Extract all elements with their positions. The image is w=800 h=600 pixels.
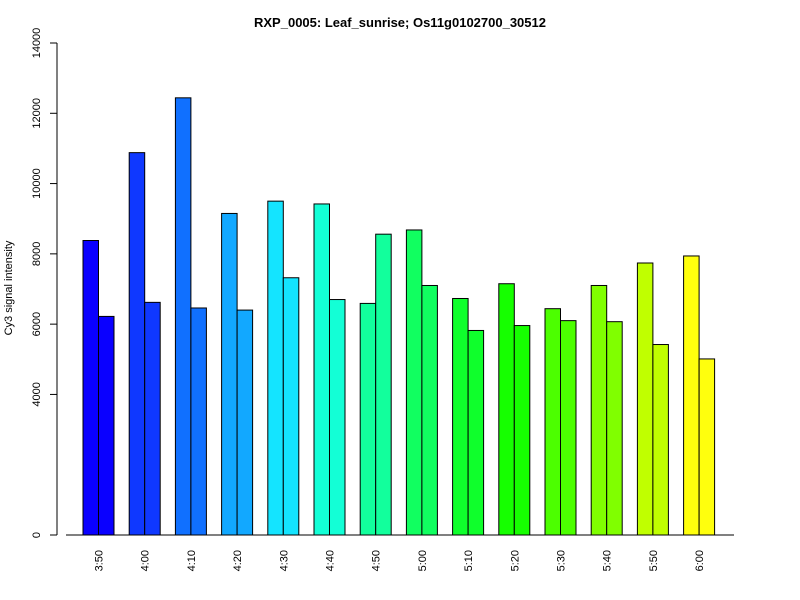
x-tick-label: 5:50 [648,550,660,571]
bar-510-s2 [467,329,485,536]
x-tick-label: 4:10 [186,550,198,571]
x-tick-label: 4:20 [232,550,244,571]
bar-350-s1 [82,240,99,536]
y-tick-label: 4000 [31,382,43,406]
bar-530-s2 [560,320,577,536]
bar-540-s2 [606,321,623,536]
bar-420-s2 [236,309,254,536]
x-tick-label: 4:40 [325,550,337,571]
bar-550-s1 [636,262,654,536]
bar-540-s1 [590,284,608,536]
bar-450-s2 [375,233,392,536]
bar-430-s2 [282,277,300,536]
y-axis-label: Cy3 signal intensity [3,240,15,335]
x-tick-label: 5:30 [556,550,568,571]
y-tick-label: 14000 [31,28,43,59]
bar-410-s1 [174,97,192,536]
x-tick-label: 3:50 [94,550,106,571]
y-tick-label: 8000 [31,242,43,266]
bar-440-s1 [313,203,330,536]
y-tick-label: 6000 [31,312,43,336]
bar-530-s1 [544,308,561,536]
y-tick-label: 10000 [31,168,43,199]
x-axis: 3:50 4:00 4:10 4:20 4:30 4:40 4:50 5:00 5:10 5:20… [66,534,734,571]
y-tick-label: 12000 [31,98,43,129]
bar-400-s2 [144,301,161,536]
bar-600-s1 [683,255,700,536]
x-tick-label: 4:50 [371,550,383,571]
bar-450-s1 [359,302,377,536]
x-tick-label: 5:40 [602,550,614,571]
x-tick-label: 4:00 [140,550,152,571]
bar-500-s1 [405,229,423,536]
bar-510-s1 [452,297,469,536]
bar-430-s1 [267,200,284,536]
bar-410-s2 [190,307,207,536]
y-tick-label: 0 [31,532,43,538]
bar-520-s2 [513,325,531,536]
y-axis: 0 4000 6000 8000 10000 12000 14000 [31,28,58,538]
x-tick-label: 4:30 [278,550,290,571]
x-tick-label: 5:00 [417,550,429,571]
bar-520-s1 [498,283,515,536]
bars [82,97,716,536]
x-tick-label: 5:10 [463,550,475,571]
bar-420-s1 [221,212,238,536]
bar-440-s2 [329,299,346,536]
bar-500-s2 [421,284,438,536]
bar-550-s2 [652,344,669,536]
x-tick-label: 6:00 [694,550,706,571]
bar-350-s2 [98,315,115,536]
x-tick-label: 5:20 [509,550,521,571]
bar-400-s1 [128,152,146,536]
chart-title: RXP_0005: Leaf_sunrise; Os11g0102700_305… [254,15,546,30]
bar-600-s2 [698,358,716,536]
